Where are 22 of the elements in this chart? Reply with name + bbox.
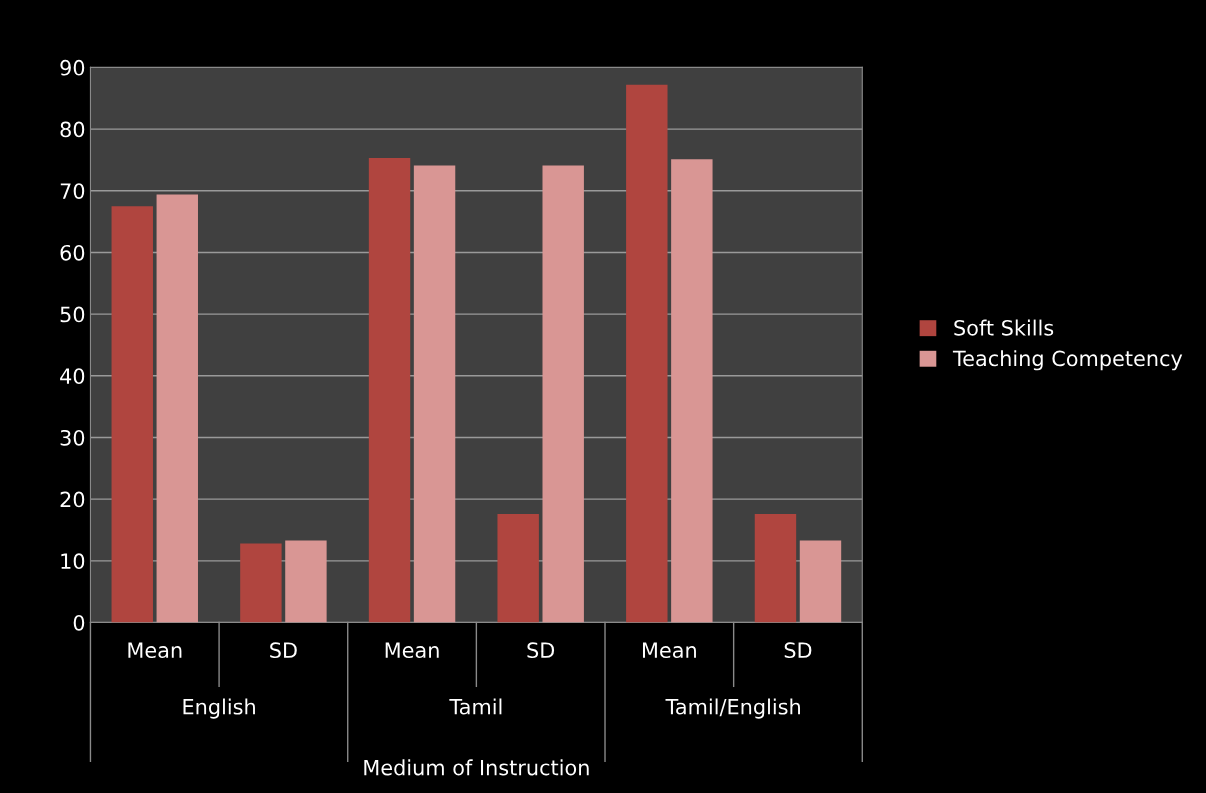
x-tick-label: SD: [527, 642, 555, 659]
text: English: [183, 698, 255, 719]
x-tick-label: SD: [270, 642, 297, 659]
y-tick-label: 90: [60, 59, 85, 76]
y-tick-label: 60: [60, 244, 85, 261]
x-axis-title: Medium of Instruction: [364, 759, 589, 776]
y-tick-label: 10: [61, 553, 85, 570]
y-tick-label: 30: [60, 429, 85, 446]
x-tick-label: Mean: [642, 642, 696, 659]
y-tick-label: 70: [60, 183, 85, 199]
text: Tamil/English: [665, 698, 800, 719]
x-tick-label: SD: [784, 642, 812, 659]
text: Tamil: [449, 698, 502, 715]
x-tick-label: Mean: [128, 642, 182, 659]
y-tick-label: 80: [60, 121, 85, 138]
y-tick-label: 50: [60, 306, 85, 323]
legend-label: Teaching Competency: [952, 350, 1183, 371]
x-tick-label: Mean: [385, 642, 439, 659]
y-tick-label: 40: [60, 368, 85, 385]
y-tick-label: 0: [73, 614, 85, 631]
legend-label: Soft Skills: [954, 319, 1054, 336]
y-tick-label: 20: [60, 491, 85, 508]
